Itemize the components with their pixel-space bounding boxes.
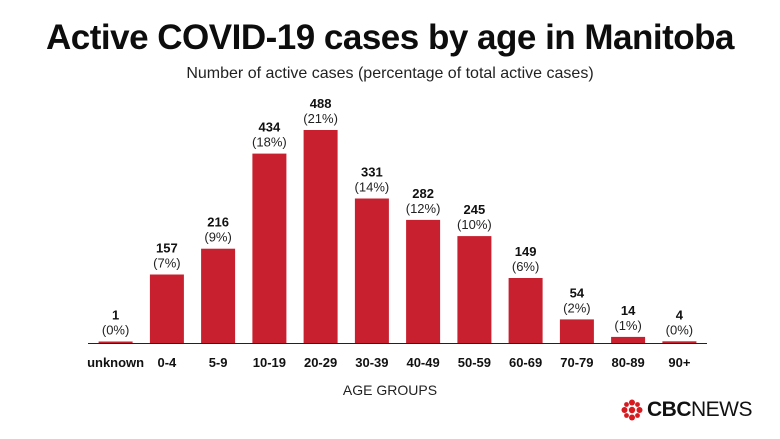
tick-label-80-89: 80-89 — [611, 355, 644, 370]
chart-title: Active COVID-19 cases by age in Manitoba — [45, 18, 735, 57]
percent-label-30-39: (14%) — [355, 180, 390, 195]
bar-60-69 — [508, 278, 543, 343]
bar-70-79 — [559, 319, 594, 343]
logo-cbc-text: CBC — [647, 398, 692, 421]
chart-subtitle: Number of active cases (percentage of to… — [186, 65, 594, 82]
tick-label-70-79: 70-79 — [560, 355, 593, 370]
value-label-5-9: 216 — [207, 215, 229, 230]
tick-label-40-49: 40-49 — [406, 355, 439, 370]
cbc-news-logo: CBCNEWS — [621, 397, 753, 423]
value-label-10-19: 434 — [259, 120, 281, 135]
percent-label-40-49: (12%) — [406, 201, 441, 216]
tick-label-10-19: 10-19 — [253, 355, 286, 370]
value-label-60-69: 149 — [515, 244, 537, 259]
percent-label-80-89: (1%) — [614, 318, 641, 333]
labels-layer: 1(0%)unknown157(7%)0-4216(9%)5-9434(18%)… — [87, 96, 693, 370]
value-label-40-49: 282 — [412, 186, 434, 201]
percent-label-90+: (0%) — [666, 322, 693, 337]
value-label-70-79: 54 — [570, 285, 585, 300]
bar-0-4 — [149, 274, 184, 343]
tick-label-50-59: 50-59 — [458, 355, 491, 370]
bar-5-9 — [201, 248, 236, 343]
bar-10-19 — [252, 153, 287, 343]
bar-80-89 — [611, 336, 646, 343]
bar-unknown — [98, 341, 133, 343]
percent-label-unknown: (0%) — [102, 323, 129, 338]
value-label-80-89: 14 — [621, 303, 636, 318]
percent-label-10-19: (18%) — [252, 135, 287, 150]
tick-label-5-9: 5-9 — [209, 355, 228, 370]
x-axis-title: AGE GROUPS — [343, 382, 437, 398]
tick-label-60-69: 60-69 — [509, 355, 542, 370]
logo-news-text: NEWS — [691, 398, 753, 421]
value-label-20-29: 488 — [310, 96, 332, 111]
bar-50-59 — [457, 236, 492, 343]
percent-label-50-59: (10%) — [457, 217, 492, 232]
percent-label-0-4: (7%) — [153, 256, 180, 271]
tick-label-unknown: unknown — [87, 355, 144, 370]
bar-40-49 — [406, 219, 441, 343]
value-label-50-59: 245 — [464, 202, 486, 217]
percent-label-60-69: (6%) — [512, 259, 539, 274]
bars-layer — [98, 130, 697, 343]
percent-label-5-9: (9%) — [204, 230, 231, 245]
bar-20-29 — [303, 130, 338, 343]
bar-90+ — [662, 341, 697, 343]
tick-label-90+: 90+ — [668, 355, 690, 370]
percent-label-20-29: (21%) — [303, 111, 338, 126]
tick-label-0-4: 0-4 — [158, 355, 178, 370]
value-label-90+: 4 — [676, 307, 684, 322]
percent-label-70-79: (2%) — [563, 300, 590, 315]
value-label-unknown: 1 — [112, 308, 119, 323]
tick-label-20-29: 20-29 — [304, 355, 337, 370]
value-label-30-39: 331 — [361, 165, 383, 180]
bar-30-39 — [354, 198, 389, 343]
tick-label-30-39: 30-39 — [355, 355, 388, 370]
value-label-0-4: 157 — [156, 241, 178, 256]
cbc-gem-icon — [621, 399, 643, 421]
